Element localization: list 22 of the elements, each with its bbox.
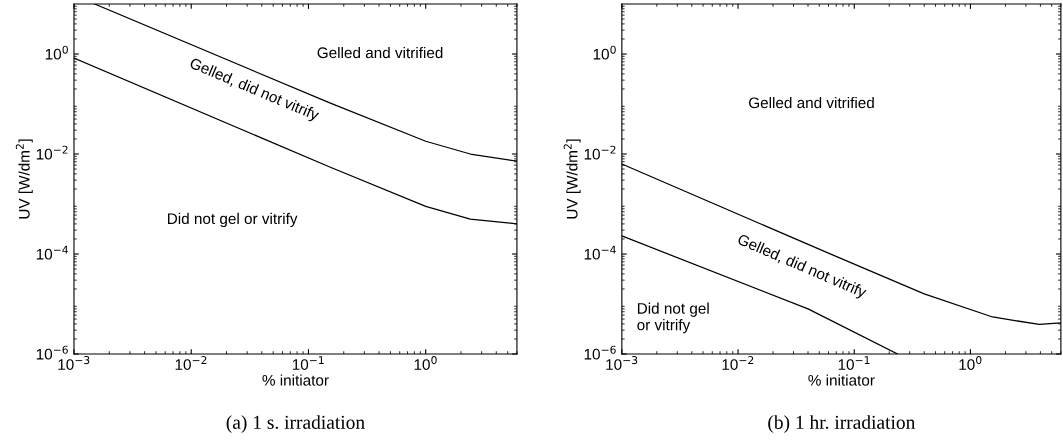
x-axis-title: % initiator — [808, 374, 875, 386]
y-tick-label: 10$^{−4}$ — [584, 245, 616, 260]
annotation: Did not gel or vitrify — [168, 212, 298, 228]
x-tick-label: 10$^{−1}$ — [292, 356, 324, 370]
annotation: Gelled and vitrified — [749, 96, 874, 109]
text: (b) 1 hr. irradiation — [768, 415, 916, 433]
annotation: Gelled and vitrified — [317, 46, 443, 59]
x-tick-label: 10$^{0}$ — [414, 356, 437, 370]
text: (a) 1 s. irradiation — [226, 415, 365, 433]
x-axis-title: % initiator — [262, 374, 329, 386]
y-tick-label: 10$^{−2}$ — [36, 145, 68, 160]
x-tick-label: 10$^{0}$ — [959, 356, 982, 370]
annotation: Did not gel or vitrify — [637, 302, 709, 334]
x-tick-label: 10$^{−1}$ — [838, 356, 870, 370]
y-axis-title: UV [W/dm$^{2}$] — [15, 139, 33, 219]
x-tick-label: 10$^{−2}$ — [722, 356, 754, 370]
y-tick-label: 10$^{−2}$ — [584, 145, 616, 160]
y-tick-label: 10$^{−4}$ — [36, 245, 68, 260]
y-axis-title: UV [W/dm$^{2}$] — [563, 139, 581, 219]
y-tick-label: 10$^{0}$ — [593, 45, 616, 60]
y-tick-label: 10$^{0}$ — [45, 45, 68, 60]
x-tick-label: 10$^{−2}$ — [175, 356, 207, 370]
